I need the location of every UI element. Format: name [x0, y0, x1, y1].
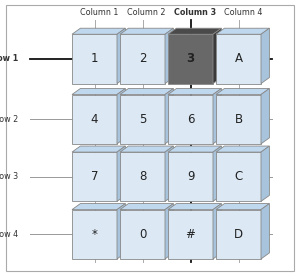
Polygon shape — [216, 89, 269, 95]
Polygon shape — [216, 204, 269, 210]
Polygon shape — [117, 204, 125, 259]
Polygon shape — [120, 210, 165, 259]
Text: A: A — [235, 52, 242, 65]
Polygon shape — [72, 210, 117, 259]
Text: Column 4: Column 4 — [224, 8, 262, 17]
Text: *: * — [92, 228, 98, 241]
Polygon shape — [261, 146, 269, 201]
Text: 1: 1 — [91, 52, 98, 65]
Polygon shape — [216, 152, 261, 201]
Text: 4: 4 — [91, 113, 98, 126]
Polygon shape — [216, 95, 261, 144]
Polygon shape — [168, 89, 221, 95]
Text: 8: 8 — [139, 170, 146, 183]
Polygon shape — [165, 89, 173, 144]
Polygon shape — [216, 210, 261, 259]
Text: 6: 6 — [187, 113, 194, 126]
Text: Column 1: Column 1 — [80, 8, 118, 17]
Text: Row 1: Row 1 — [0, 55, 18, 63]
Text: Row 2: Row 2 — [0, 115, 18, 124]
Polygon shape — [213, 146, 221, 201]
Text: 3: 3 — [186, 52, 195, 65]
Text: #: # — [186, 228, 195, 241]
Text: Column 3: Column 3 — [174, 8, 216, 17]
Polygon shape — [120, 152, 165, 201]
Text: 5: 5 — [139, 113, 146, 126]
Polygon shape — [120, 204, 173, 210]
Polygon shape — [213, 28, 221, 84]
Polygon shape — [72, 152, 117, 201]
Polygon shape — [261, 89, 269, 144]
Polygon shape — [168, 95, 213, 144]
Polygon shape — [216, 28, 269, 34]
Polygon shape — [72, 28, 125, 34]
Text: Row 3: Row 3 — [0, 172, 18, 181]
Polygon shape — [72, 95, 117, 144]
Polygon shape — [117, 28, 125, 84]
Polygon shape — [216, 34, 261, 84]
Polygon shape — [216, 146, 269, 152]
Text: D: D — [234, 228, 243, 241]
Polygon shape — [72, 89, 125, 95]
Text: Row 4: Row 4 — [0, 230, 18, 239]
Text: Column 2: Column 2 — [128, 8, 166, 17]
Polygon shape — [168, 152, 213, 201]
Polygon shape — [168, 204, 221, 210]
Polygon shape — [261, 28, 269, 84]
Text: B: B — [234, 113, 243, 126]
Polygon shape — [213, 204, 221, 259]
Text: 0: 0 — [139, 228, 146, 241]
Polygon shape — [72, 204, 125, 210]
Text: 7: 7 — [91, 170, 98, 183]
Polygon shape — [120, 146, 173, 152]
Polygon shape — [168, 34, 213, 84]
Polygon shape — [168, 210, 213, 259]
Text: C: C — [234, 170, 243, 183]
Text: 2: 2 — [139, 52, 146, 65]
Polygon shape — [120, 95, 165, 144]
Polygon shape — [117, 146, 125, 201]
Polygon shape — [165, 146, 173, 201]
Polygon shape — [117, 89, 125, 144]
Polygon shape — [120, 34, 165, 84]
Polygon shape — [120, 89, 173, 95]
Polygon shape — [72, 34, 117, 84]
Text: 9: 9 — [187, 170, 194, 183]
Polygon shape — [168, 28, 221, 34]
Polygon shape — [165, 28, 173, 84]
Polygon shape — [72, 146, 125, 152]
Polygon shape — [120, 28, 173, 34]
Polygon shape — [261, 204, 269, 259]
Polygon shape — [168, 146, 221, 152]
Polygon shape — [165, 204, 173, 259]
Polygon shape — [213, 89, 221, 144]
